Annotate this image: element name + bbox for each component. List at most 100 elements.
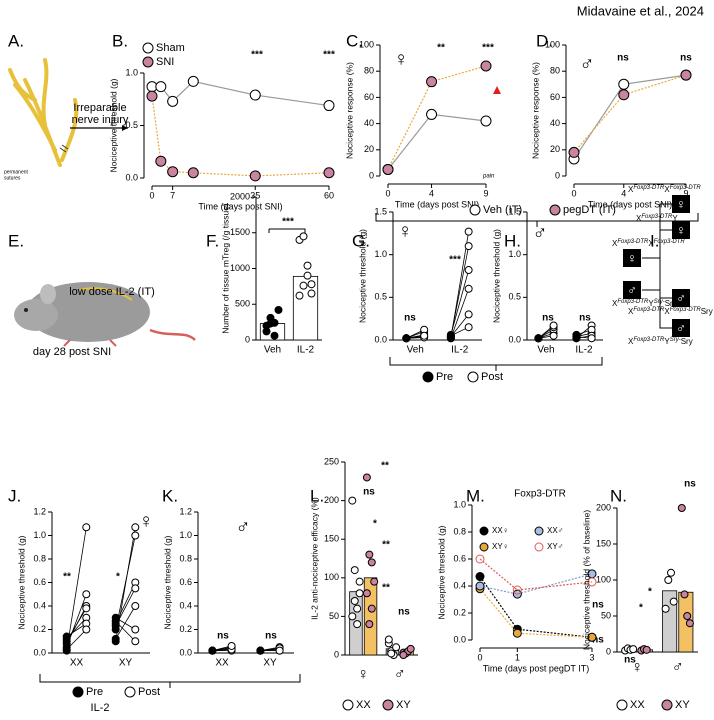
legend-marker bbox=[534, 526, 544, 536]
data-point bbox=[512, 585, 522, 595]
y-tick-label: 2000 bbox=[230, 191, 250, 201]
data-point bbox=[131, 523, 140, 532]
data-point bbox=[661, 604, 670, 613]
annotation: ns bbox=[265, 631, 277, 642]
data-point bbox=[111, 617, 120, 626]
data-point bbox=[669, 597, 678, 606]
data-point bbox=[227, 641, 236, 650]
x-tick-label: ♀ bbox=[357, 666, 369, 683]
data-point bbox=[131, 584, 140, 593]
legend-marker bbox=[616, 699, 628, 711]
data-point bbox=[249, 170, 261, 182]
data-point bbox=[683, 612, 692, 620]
y-tick-label: 1.2 bbox=[33, 506, 46, 516]
series-line bbox=[573, 74, 687, 153]
sex-symbol: ♂ bbox=[627, 282, 637, 297]
data-point bbox=[187, 167, 199, 179]
data-point bbox=[677, 504, 686, 512]
data-point bbox=[664, 576, 673, 584]
y-tick-label: 0 bbox=[555, 170, 560, 180]
y-axis-label: Number of tissue mTreg (/g tissue) bbox=[220, 203, 230, 334]
data-point bbox=[270, 331, 279, 340]
data-point bbox=[618, 89, 630, 101]
genotype-part: Y bbox=[648, 299, 654, 308]
genotype: XFoxp3-DTRXFoxp3-DTR bbox=[612, 239, 685, 249]
x-tick-label: 3 bbox=[589, 652, 594, 662]
y-tick-label: 0 bbox=[245, 334, 250, 344]
sex-box bbox=[672, 195, 690, 213]
timing-text: day 28 post SNI bbox=[33, 346, 111, 358]
data-point bbox=[370, 577, 379, 586]
panel-letter: K. bbox=[162, 486, 178, 505]
y-tick-label: 1.0 bbox=[508, 249, 521, 259]
y-tick-label: 0.0 bbox=[33, 647, 46, 657]
y-tick-label: 40 bbox=[550, 118, 560, 128]
panel-letter: B. bbox=[112, 31, 128, 50]
data-point bbox=[131, 531, 140, 540]
genotype: XFoxp3-DTRYSry-Sry bbox=[628, 337, 693, 347]
y-axis-label: Nociceptive threshold (g) bbox=[162, 535, 172, 629]
legend-label: Veh (IT) bbox=[483, 204, 522, 216]
sex-box bbox=[672, 221, 690, 239]
annotation: ** bbox=[63, 572, 71, 583]
panel-letter: M. bbox=[466, 486, 485, 505]
data-point bbox=[155, 81, 167, 93]
genotype-part: Foxp3-DTR bbox=[633, 307, 665, 313]
legend-marker bbox=[534, 542, 544, 552]
legend-marker bbox=[142, 56, 154, 68]
annotation: *** bbox=[449, 255, 461, 266]
genotype-part: Foxp3-DTR bbox=[654, 239, 686, 245]
legend-label: SNI bbox=[156, 56, 174, 68]
y-tick-label: 500 bbox=[235, 299, 250, 309]
y-tick-label: 1.0 bbox=[125, 67, 138, 77]
x-axis-label: Time (days post SNI) bbox=[588, 199, 672, 209]
group-label: IL-2 bbox=[91, 702, 110, 714]
data-point bbox=[642, 645, 651, 654]
data-point bbox=[353, 620, 362, 629]
genotype-part: Foxp3-DTR bbox=[633, 337, 665, 343]
sutures-text: permanent bbox=[4, 169, 29, 175]
x-tick-label: XX bbox=[70, 658, 84, 669]
sex-box bbox=[672, 289, 690, 307]
annotation: ns bbox=[624, 655, 636, 666]
data-point bbox=[629, 645, 638, 654]
pair-line bbox=[115, 535, 136, 630]
x-tick-label: 1 bbox=[515, 652, 520, 662]
y-tick-label: 0.4 bbox=[179, 600, 192, 610]
y-tick-label: 1.0 bbox=[374, 249, 387, 259]
series-line bbox=[479, 558, 593, 591]
y-tick-label: 150 bbox=[324, 534, 339, 544]
x-axis-label: Time (days post SNI) bbox=[198, 201, 282, 211]
data-point bbox=[323, 100, 335, 112]
data-point bbox=[256, 646, 265, 655]
x-tick-label: Veh bbox=[264, 345, 281, 356]
series-line bbox=[387, 65, 487, 170]
y-tick-label: 1.5 bbox=[374, 206, 387, 216]
data-point bbox=[534, 334, 543, 343]
genotype: XFoxp3-DTRYSry-Sry bbox=[612, 299, 677, 309]
annotation: * bbox=[639, 603, 643, 614]
x-tick-label: IL-2 bbox=[575, 345, 593, 356]
legend-marker bbox=[549, 204, 561, 216]
data-point bbox=[367, 558, 376, 567]
cross-lines bbox=[642, 203, 672, 329]
data-point bbox=[382, 163, 394, 175]
panel-letter: A. bbox=[8, 31, 24, 50]
y-tick-label: 0.5 bbox=[374, 292, 387, 302]
data-point bbox=[208, 646, 217, 655]
genotype-part: Foxp3-DTR bbox=[617, 299, 649, 305]
y-tick-label: 0.6 bbox=[33, 577, 46, 587]
series-line bbox=[152, 80, 330, 107]
data-point bbox=[167, 166, 179, 178]
genotype-part: Foxp3-DTR bbox=[617, 239, 649, 245]
y-axis-label: IL-2 anti-nociceptive efficacy (%) bbox=[309, 497, 319, 620]
legend-marker bbox=[469, 204, 481, 216]
y-tick-label: 0.5 bbox=[508, 292, 521, 302]
x-axis-label: Time (days post pegDT IT) bbox=[483, 663, 590, 673]
genotype-part: X bbox=[648, 239, 654, 248]
data-point bbox=[131, 602, 140, 610]
legend-label: XY bbox=[396, 699, 411, 711]
data-point bbox=[362, 589, 371, 598]
y-tick-label: 0.8 bbox=[179, 553, 192, 563]
genotype-part: X bbox=[628, 185, 634, 194]
